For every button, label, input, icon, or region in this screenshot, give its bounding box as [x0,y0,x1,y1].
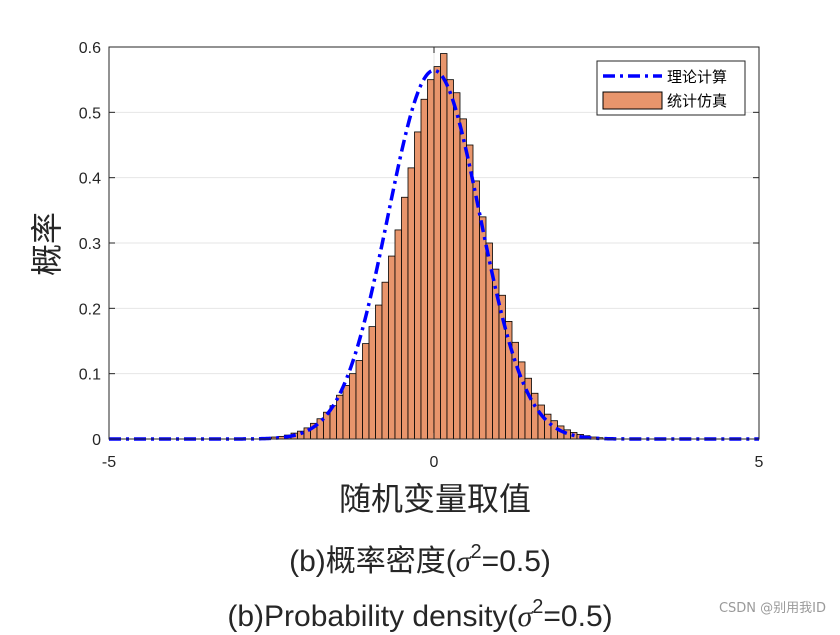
histogram-bar [368,326,376,440]
y-axis-label: 概率 [28,212,66,276]
caption-chinese-prefix: (b)概率密度( [289,545,456,578]
histogram-bar [472,180,480,440]
histogram-bar [505,320,513,440]
y-tick-label: 0.2 [79,301,101,318]
y-tick-labels: 0 0.1 0.2 0.3 0.4 0.5 0.6 [79,40,101,449]
x-tick-label: 0 [430,454,439,471]
caption-english: (b)Probability density(σ2=0.5) [0,591,840,635]
legend-label-sim: 统计仿真 [667,92,727,110]
histogram-bar [323,411,331,440]
histogram-bar [511,341,519,440]
histogram-bar [401,196,409,440]
legend: 理论计算 统计仿真 [596,60,746,116]
histogram-bar [427,79,435,440]
histogram-bar [381,281,389,440]
histogram-bar [524,377,532,440]
axis-ticks [108,46,760,440]
sigma-symbol: σ [455,545,471,578]
histogram-bar [336,394,344,440]
histogram-bars [271,53,604,440]
caption-suffix: =0.5) [543,600,613,633]
x-tick-labels: -5 0 5 [102,454,764,471]
histogram-bar [342,385,350,440]
y-tick-label: 0.4 [79,171,101,188]
x-axis-label: 随机变量取值 [339,480,531,518]
histogram-bar [453,92,461,440]
histogram-bar [388,255,396,440]
histogram-bar [479,216,487,440]
y-tick-label: 0.5 [79,105,101,122]
histogram-bar [407,167,415,440]
histogram-bar [440,53,448,440]
caption-english-prefix: (b)Probability density( [227,600,518,633]
x-tick-label: 5 [755,454,764,471]
histogram-bar [414,131,422,440]
legend-label-theory: 理论计算 [667,68,727,86]
histogram-bar [394,229,402,440]
y-tick-label: 0.3 [79,236,101,253]
histogram-bar [466,144,474,440]
x-tick-label: -5 [102,454,116,471]
y-tick-label: 0.1 [79,367,101,384]
caption-chinese: (b)概率密度(σ2=0.5) [0,536,840,580]
histogram-bar [446,79,454,440]
histogram-bar [531,392,539,440]
histogram-bar [433,66,441,440]
caption-suffix: =0.5) [481,545,551,578]
histogram-bar [459,118,467,440]
watermark: CSDN @别用我ID [718,601,826,616]
legend-bar-swatch [602,91,663,110]
histogram-bar [420,98,428,440]
exponent: 2 [470,541,482,563]
histogram-bar [375,304,383,440]
histogram-bar [316,418,324,440]
sigma-symbol: σ [517,600,533,633]
exponent: 2 [532,596,544,618]
histogram-bar [355,360,363,440]
y-tick-label: 0 [92,432,101,449]
histogram-bar [349,373,357,440]
histogram-bar [537,404,545,440]
histogram-bar [362,343,370,440]
histogram-bar [498,294,506,440]
y-tick-label: 0.6 [79,40,101,57]
